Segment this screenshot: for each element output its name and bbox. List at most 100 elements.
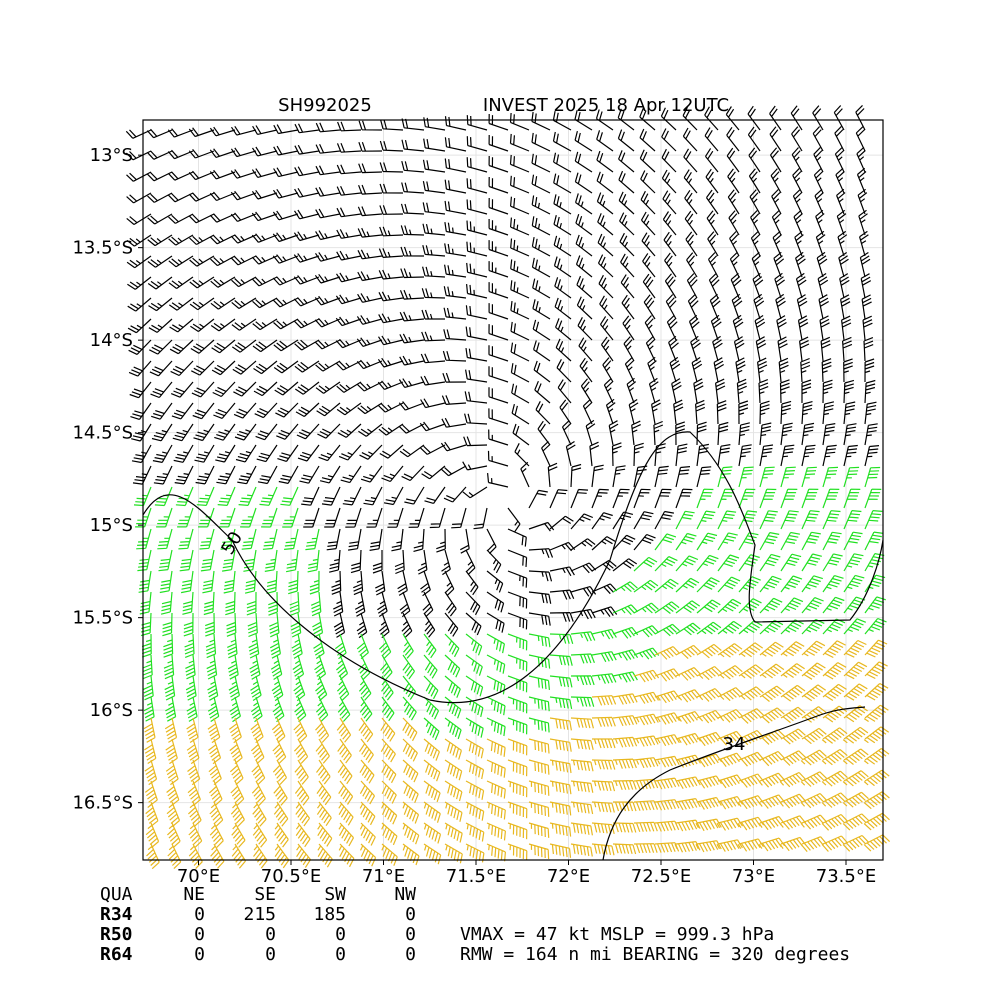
wind-barb <box>552 131 572 152</box>
wind-barb <box>612 843 637 855</box>
wind-barb <box>168 234 194 246</box>
wind-barb <box>675 732 702 746</box>
wind-barb <box>273 339 299 352</box>
wind-barb <box>528 570 553 582</box>
wind-barb <box>533 360 551 383</box>
wind-barb <box>864 682 889 701</box>
wind-barb <box>272 188 299 199</box>
wind-barb <box>169 339 194 355</box>
wind-barb <box>696 775 723 789</box>
wind-barb <box>531 195 551 215</box>
wind-barb <box>639 128 656 152</box>
wind-barb <box>639 107 656 131</box>
wind-barb <box>674 841 701 853</box>
wind-barb <box>295 402 320 418</box>
wind-barb <box>801 662 826 680</box>
wind-barb <box>759 707 785 724</box>
wind-barb <box>465 326 488 341</box>
wind-barb <box>780 684 806 702</box>
wind-barb <box>165 738 178 765</box>
wind-barb <box>778 357 789 383</box>
wind-barb <box>225 591 236 616</box>
wind-barb <box>293 675 306 702</box>
wind-barb <box>338 780 354 805</box>
wind-barb <box>780 619 804 635</box>
wind-barb <box>511 383 530 404</box>
wind-barb <box>591 606 618 617</box>
wind-barb <box>591 512 613 530</box>
wind-barb <box>315 187 341 197</box>
wind-barb <box>549 717 572 731</box>
wind-barb <box>779 771 807 788</box>
wind-barb <box>820 336 831 362</box>
wind-barb <box>293 318 320 329</box>
wind-barb <box>227 654 239 680</box>
wind-barb <box>822 401 835 425</box>
wind-barb <box>421 288 446 299</box>
wind-barb <box>675 711 702 725</box>
wind-barb <box>554 277 572 299</box>
wind-barb <box>186 717 199 744</box>
wind-barb <box>216 465 236 485</box>
wind-barb <box>842 726 869 744</box>
y-tick-label: 14°S <box>90 330 133 351</box>
wind-barb <box>591 464 604 488</box>
row-label: R34 <box>100 904 133 925</box>
wind-barb <box>168 255 194 268</box>
wind-barb <box>772 230 782 257</box>
wind-barb <box>272 738 287 765</box>
wind-barb <box>230 147 257 158</box>
wind-barb <box>695 399 706 425</box>
table-cell: 0 <box>194 924 205 945</box>
wind-barb <box>486 696 506 716</box>
wind-barb <box>315 122 341 133</box>
wind-barb <box>128 339 152 355</box>
wind-barb <box>241 528 257 550</box>
wind-barb <box>717 488 735 509</box>
wind-barb <box>864 423 878 446</box>
wind-barb <box>759 488 777 509</box>
wind-barb <box>251 255 278 265</box>
wind-barb <box>592 738 616 749</box>
wind-barb <box>357 402 383 415</box>
wind-barb <box>398 423 425 434</box>
wind-barb <box>507 738 528 756</box>
table-header: QUA <box>100 884 133 905</box>
wind-barb <box>510 259 530 278</box>
wind-barb <box>801 531 821 551</box>
wind-barb <box>187 801 202 828</box>
wind-barb <box>381 843 398 866</box>
wind-barb <box>619 232 635 257</box>
wind-barb <box>188 127 215 138</box>
wind-barb <box>696 421 707 446</box>
wind-barb <box>843 639 867 658</box>
wind-barb <box>272 210 299 221</box>
wind-barb <box>229 738 243 765</box>
wind-barb <box>837 230 848 257</box>
wind-barb <box>863 704 889 723</box>
wind-barb <box>336 164 362 175</box>
wind-barb <box>319 465 341 484</box>
wind-barb <box>421 331 446 342</box>
wind-barb <box>269 612 280 638</box>
wind-barb <box>738 488 756 509</box>
wind-barb <box>380 654 393 680</box>
wind-barb <box>843 596 866 614</box>
wind-barb <box>488 387 509 404</box>
table-header: NE <box>183 884 205 905</box>
wind-barb <box>423 780 441 803</box>
wind-barb <box>801 401 813 425</box>
wind-barb <box>532 319 551 341</box>
wind-barb <box>801 640 826 657</box>
wind-barb <box>357 293 383 303</box>
wind-barb <box>394 549 405 575</box>
wind-barb <box>247 612 258 638</box>
wind-barb <box>507 612 528 630</box>
wind-barb <box>510 175 530 194</box>
wind-barb <box>696 753 723 768</box>
wind-barb <box>675 600 701 614</box>
wind-barb <box>250 675 262 702</box>
wind-barb <box>167 843 182 870</box>
wind-barb <box>661 169 677 194</box>
wind-barb <box>465 801 485 821</box>
